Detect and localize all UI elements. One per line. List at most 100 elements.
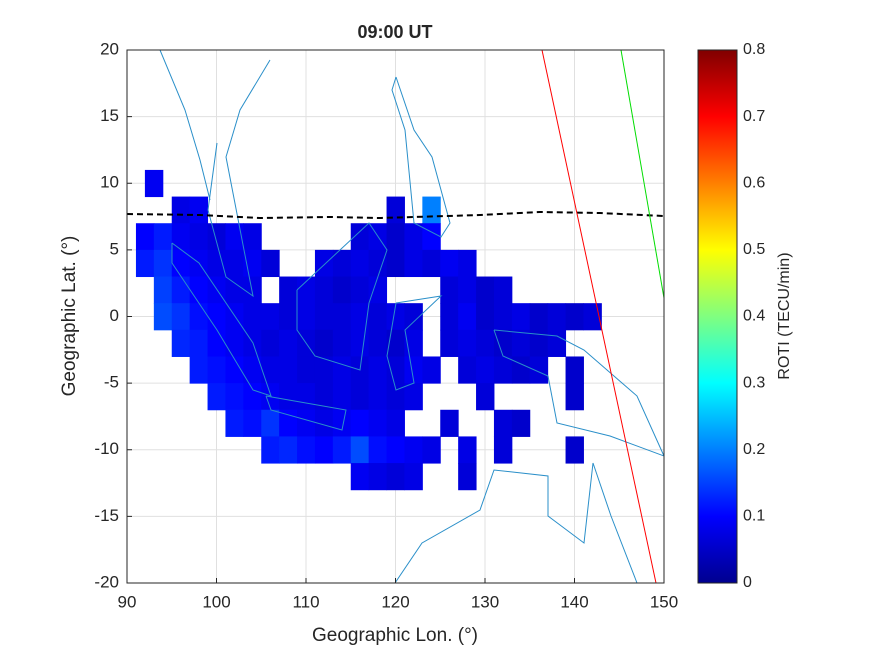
red-boundary <box>541 50 657 583</box>
cell <box>350 436 370 464</box>
cell <box>225 276 244 304</box>
y-tick-label: 0 <box>110 306 119 325</box>
cell <box>350 383 370 411</box>
cell <box>153 303 173 331</box>
chart-title: 09:00 UT <box>357 22 432 42</box>
cell <box>332 356 352 384</box>
colorbar-tick-label: 0.3 <box>743 374 765 391</box>
magnetic-equator <box>127 210 664 220</box>
cell <box>207 356 226 384</box>
cell <box>189 303 209 331</box>
cell <box>404 223 423 251</box>
cell <box>171 276 191 304</box>
cell <box>368 303 388 331</box>
cell <box>350 329 370 357</box>
cell <box>386 463 405 491</box>
cell <box>493 356 513 384</box>
cell <box>297 409 316 437</box>
coastline <box>386 295 443 391</box>
cell <box>368 329 388 357</box>
cell <box>189 223 209 251</box>
cell <box>243 249 262 278</box>
cell <box>440 249 459 278</box>
coastline <box>159 50 211 201</box>
cell <box>511 356 531 384</box>
cell <box>314 329 334 357</box>
cell <box>261 303 280 331</box>
cell <box>189 356 209 384</box>
cell <box>279 303 298 331</box>
cell <box>493 303 513 331</box>
cell <box>332 276 352 304</box>
cell <box>368 436 388 464</box>
x-tick-label: 140 <box>560 592 588 611</box>
cell <box>350 409 370 437</box>
cell <box>529 329 549 357</box>
cell <box>153 276 173 304</box>
cell <box>243 276 262 304</box>
cell <box>476 383 495 411</box>
cell <box>314 436 334 464</box>
x-tick-label: 100 <box>202 592 230 611</box>
cell <box>547 303 567 331</box>
cell <box>261 409 280 437</box>
cell <box>314 303 334 331</box>
cell <box>565 356 584 384</box>
y-tick-label: 5 <box>110 239 119 258</box>
cell <box>189 329 209 357</box>
y-tick-label: -15 <box>94 506 119 525</box>
cell <box>368 249 388 278</box>
coastline <box>265 395 347 431</box>
cell <box>225 383 244 411</box>
cell <box>261 329 280 357</box>
cell <box>279 436 298 464</box>
y-tick-label: 15 <box>100 106 119 125</box>
cell <box>565 436 584 464</box>
cell <box>386 196 405 224</box>
y-tick-label: -5 <box>104 373 119 392</box>
cell <box>332 249 352 278</box>
colorbar-tick-label: 0.7 <box>743 108 765 125</box>
cell <box>493 436 513 464</box>
cell <box>261 249 280 278</box>
cell <box>404 249 423 278</box>
cell <box>279 409 298 437</box>
cell <box>225 223 244 251</box>
x-tick-label: 90 <box>118 592 137 611</box>
cell <box>458 436 477 464</box>
cell <box>225 303 244 331</box>
cell <box>144 169 164 198</box>
cell <box>153 223 173 251</box>
cell <box>404 436 423 464</box>
cell <box>332 303 352 331</box>
cell <box>368 409 388 437</box>
cell <box>440 276 459 304</box>
y-tick-label: -10 <box>94 439 119 458</box>
cell <box>279 383 298 411</box>
cell <box>350 249 370 278</box>
cell <box>279 356 298 384</box>
cell <box>440 303 459 331</box>
colorbar-tick-label: 0.2 <box>743 441 765 458</box>
cell <box>458 303 477 331</box>
cell <box>511 329 531 357</box>
x-axis-label: Geographic Lon. (°) <box>312 625 478 646</box>
cell <box>386 383 405 411</box>
cell <box>476 329 495 357</box>
cell <box>386 356 405 384</box>
cell <box>547 329 567 357</box>
cell <box>476 356 495 384</box>
cell <box>386 303 405 331</box>
cell <box>261 356 280 384</box>
cell <box>493 329 513 357</box>
green-boundary <box>620 50 664 299</box>
cell <box>171 303 191 331</box>
cell <box>404 383 423 411</box>
cell <box>207 383 226 411</box>
cell <box>243 356 262 384</box>
cell <box>440 409 459 437</box>
cell <box>171 196 191 224</box>
cell <box>458 276 477 304</box>
cell <box>225 356 244 384</box>
colorbar <box>697 49 738 584</box>
